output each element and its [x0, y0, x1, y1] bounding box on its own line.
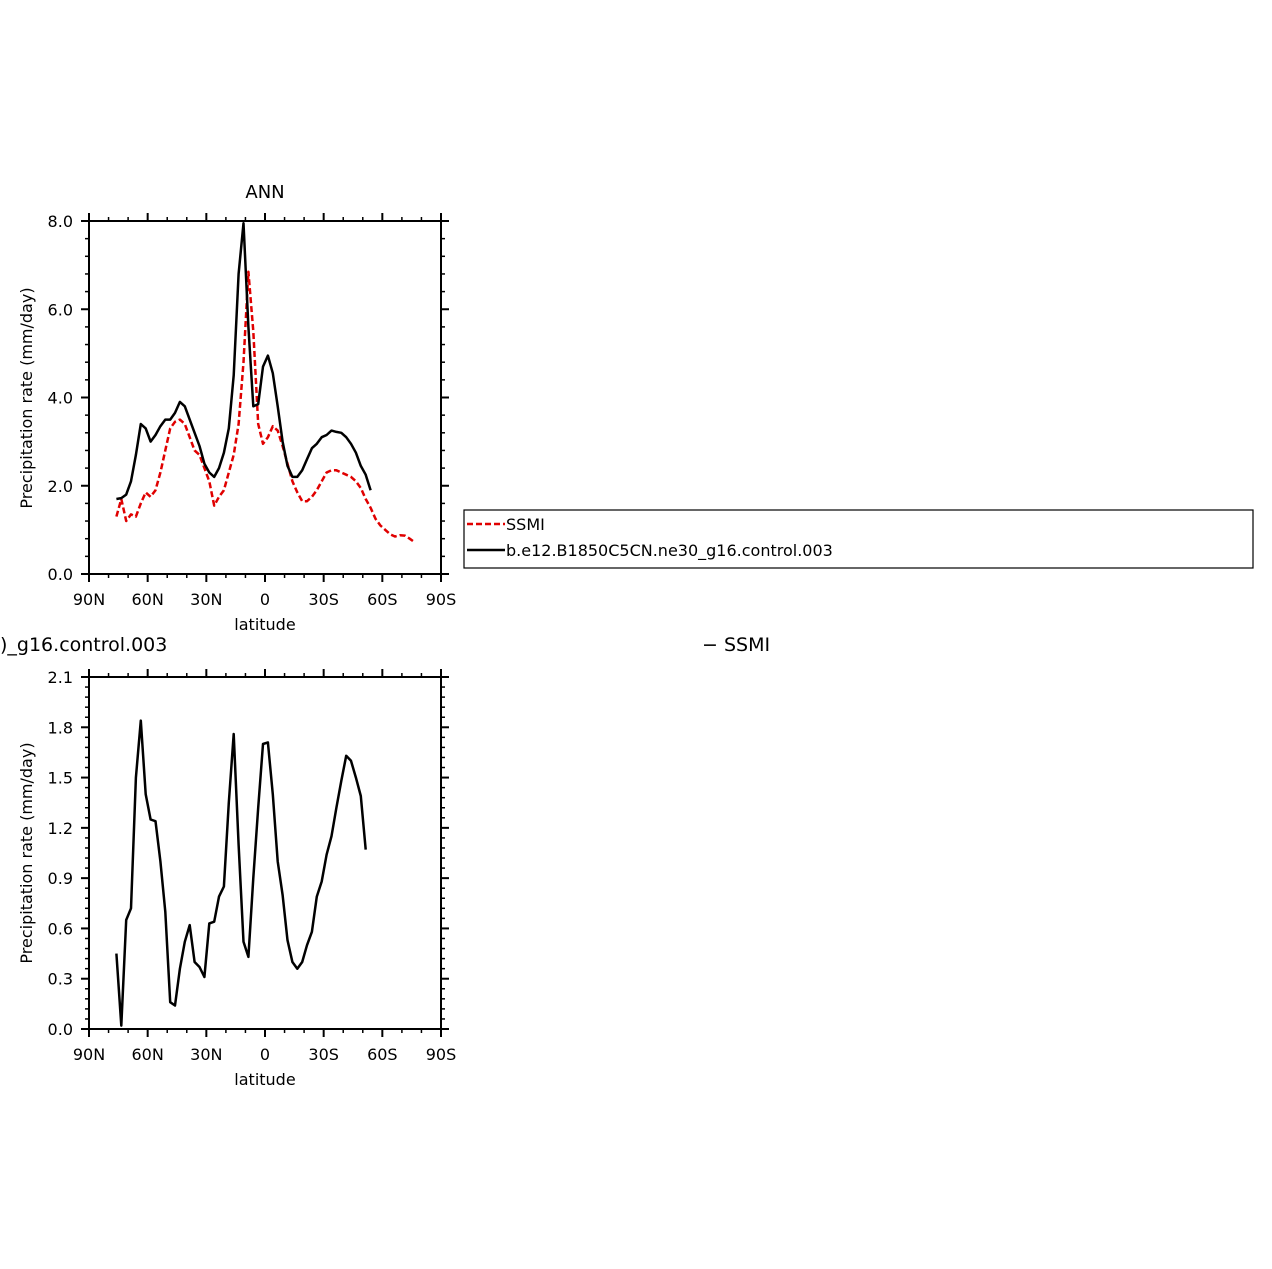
top-chart-ylabel: Precipitation rate (mm/day)	[17, 287, 36, 508]
y-tick-label: 0.9	[48, 869, 73, 888]
legend-label-model: b.e12.B1850C5CN.ne30_g16.control.003	[506, 541, 833, 561]
legend-box	[463, 509, 1254, 569]
bottom-chart-series	[115, 719, 367, 1027]
y-tick-label: 1.5	[48, 769, 73, 788]
x-tick-label: 60N	[132, 590, 164, 609]
top-chart-series	[115, 221, 416, 544]
y-tick-label: 1.2	[48, 819, 73, 838]
y-tick-label: 2.0	[48, 477, 73, 496]
y-tick-label: 0.6	[48, 919, 73, 938]
x-tick-label: 90N	[73, 1045, 105, 1064]
x-tick-label: 90N	[73, 590, 105, 609]
bottom-chart-ylabel: Precipitation rate (mm/day)	[17, 742, 36, 963]
bottom-chart-xlabel: latitude	[234, 1070, 295, 1089]
top-chart-title: ANN	[245, 182, 284, 203]
x-tick-label: 30S	[308, 1045, 339, 1064]
y-tick-label: 0.3	[48, 970, 73, 989]
x-tick-label: 60S	[367, 1045, 398, 1064]
y-tick-label: 6.0	[48, 300, 73, 319]
x-tick-label: 0	[260, 1045, 270, 1064]
top-chart-panel: ANN 90N 60N 30N 0 30S 60S 90S 0.0 2.0 4.0 6.0 8.0 l…	[17, 182, 456, 634]
x-tick-label: 60N	[132, 1045, 164, 1064]
bottom-chart-title-right: − SSMI	[702, 634, 770, 656]
x-tick-label: 90S	[426, 1045, 457, 1064]
series-line-1	[116, 221, 372, 501]
x-tick-label: 30N	[190, 1045, 222, 1064]
legend-label-ssmi: SSMI	[506, 515, 545, 534]
y-tick-label: 0.0	[48, 565, 73, 584]
top-chart-xlabel: latitude	[234, 615, 295, 634]
y-tick-label: 2.1	[48, 668, 73, 687]
bottom-chart-panel: )_g16.control.003 − SSMI 90N 60N 30N 0 30S 60…	[0, 634, 770, 1089]
y-tick-label: 8.0	[48, 212, 73, 231]
x-tick-label: 30N	[190, 590, 222, 609]
bottom-chart-title: )_g16.control.003	[0, 634, 167, 656]
y-tick-label: 4.0	[48, 389, 73, 408]
top-chart-ticks: 90N 60N 30N 0 30S 60S 90S 0.0 2.0 4.0 6.0 8.0	[48, 212, 457, 609]
x-tick-label: 0	[260, 590, 270, 609]
series-line-0	[115, 270, 416, 544]
y-tick-label: 1.8	[48, 718, 73, 737]
top-chart-frame	[88, 220, 442, 575]
x-tick-label: 60S	[367, 590, 398, 609]
y-tick-label: 0.0	[48, 1020, 73, 1039]
legend: SSMI b.e12.B1850C5CN.ne30_g16.control.00…	[463, 509, 1254, 569]
series-line-0	[115, 719, 367, 1027]
bottom-chart-ticks: 90N 60N 30N 0 30S 60S 90S 0.0 0.3 0.6 0.9 1.2 1.5 1.8…	[48, 668, 457, 1064]
x-tick-label: 90S	[426, 590, 457, 609]
x-tick-label: 30S	[308, 590, 339, 609]
